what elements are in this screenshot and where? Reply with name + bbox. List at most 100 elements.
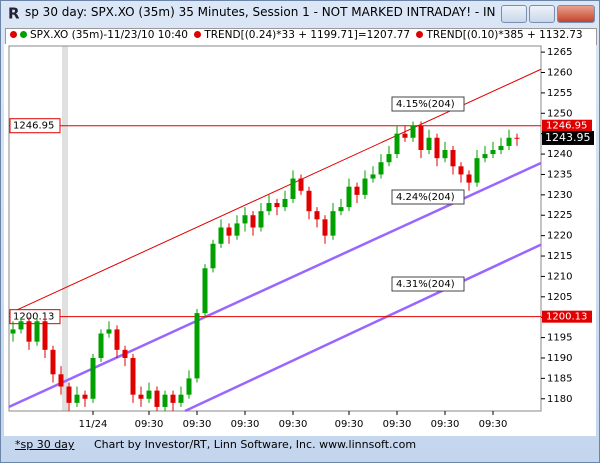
candle-body	[274, 203, 280, 208]
x-tick-label: 09:30	[279, 419, 308, 430]
trend-line	[184, 243, 542, 413]
app-icon: R	[8, 5, 20, 23]
y-tick-label: 1225	[547, 210, 572, 221]
candle-body	[154, 390, 160, 407]
candle-body	[306, 190, 312, 212]
y-tick-label: 1210	[547, 271, 572, 282]
candle-body	[10, 329, 16, 334]
candle-body	[402, 133, 408, 138]
y-tick-label: 1265	[547, 47, 572, 58]
candle-body	[450, 149, 456, 167]
candle-body	[74, 394, 80, 403]
candle-body	[490, 149, 496, 155]
level-tag-label: 1246.95	[546, 121, 587, 132]
y-tick-label: 1260	[547, 68, 572, 79]
candle-body	[138, 394, 144, 399]
minimize-button[interactable]	[501, 5, 527, 23]
footer-text: Chart by Investor/RT, Linn Software, Inc…	[93, 438, 417, 451]
candle-body	[378, 162, 384, 175]
candle-body	[218, 227, 224, 244]
candle-body	[498, 145, 504, 150]
level-tag	[542, 310, 592, 323]
y-tick-label: 1240	[547, 149, 572, 160]
x-tick-label: 09:30	[383, 419, 412, 430]
legend-bar: SPX.XO (35m)-11/23/10 10:40 TREND[(0.24)…	[5, 28, 597, 45]
annotation-box	[391, 189, 465, 205]
candle-body	[66, 386, 72, 403]
candle-body	[466, 174, 472, 183]
candle-body	[210, 243, 216, 269]
y-tick-label: 1190	[547, 353, 572, 364]
candle-body	[122, 349, 128, 358]
candle-body	[426, 137, 432, 150]
candle-body	[298, 178, 304, 191]
level-tag-label: 1200.13	[546, 312, 587, 323]
candle-body	[146, 390, 152, 399]
candle-body	[386, 154, 392, 163]
candle-body	[18, 321, 24, 330]
candle-body	[34, 321, 40, 342]
candle-body	[394, 133, 400, 155]
close-button[interactable]	[557, 5, 595, 23]
annotation-box	[391, 96, 465, 112]
candle-body	[354, 186, 360, 195]
candle-body	[370, 174, 376, 179]
candle-body	[314, 211, 320, 220]
annotation: 4.31%(204)	[396, 279, 455, 290]
level-label: 1246.95	[13, 121, 54, 132]
candle-body	[106, 329, 112, 334]
x-tick-label: 09:30	[431, 419, 460, 430]
y-tick-label: 1185	[547, 373, 572, 384]
level-label: 1200.13	[13, 312, 54, 323]
candle-body	[42, 321, 48, 350]
candle-body	[50, 349, 56, 375]
svg-text:R: R	[8, 5, 20, 23]
maximize-button[interactable]	[529, 5, 555, 23]
candle-body	[250, 215, 256, 228]
y-tick-label: 1230	[547, 190, 572, 201]
candle-body	[98, 333, 104, 358]
candle-body	[514, 137, 520, 139]
x-tick-label: 09:30	[183, 419, 212, 430]
x-tick-label: 11/24	[79, 419, 108, 430]
last-price-tag	[542, 130, 594, 145]
plot-frame	[8, 45, 542, 412]
tab[interactable]: *sp 30 day	[15, 438, 75, 451]
candle-body	[410, 125, 416, 138]
candle-body	[482, 154, 488, 159]
candle-body	[130, 357, 136, 395]
level-tag	[542, 119, 592, 132]
candle-body	[474, 158, 480, 183]
annotation: 4.24%(204)	[396, 192, 455, 203]
candle-body	[226, 227, 232, 236]
candle-body	[282, 198, 288, 208]
candle-body	[26, 321, 32, 342]
candle-body	[434, 137, 440, 159]
legend-trend: TREND[(0.24)*33 + 1199.71]=1207.77	[204, 29, 411, 41]
y-tick-label: 1220	[547, 231, 572, 242]
last-price-label: 1243.95	[545, 131, 591, 144]
legend-trend: TREND[(0.10)*385 + 1132.73	[426, 29, 583, 41]
candle-body	[186, 378, 192, 395]
candle-body	[458, 166, 464, 175]
candle-body	[330, 211, 336, 236]
y-tick-label: 1180	[547, 394, 572, 405]
title-bar: R sp 30 day: SPX.XO (35m) 35 Minutes, Se…	[1, 1, 599, 25]
candle-body	[82, 394, 88, 399]
candle-body	[162, 394, 168, 407]
footer: *sp 30 day Chart by Investor/RT, Linn So…	[5, 438, 595, 458]
candle-body	[442, 149, 448, 159]
candle-body	[346, 186, 352, 208]
candle-body	[418, 125, 424, 150]
y-tick-label: 1205	[547, 292, 572, 303]
candle-body	[266, 203, 272, 212]
y-tick-label: 1250	[547, 108, 572, 119]
legend-instrument: SPX.XO (35m)-11/23/10 10:40	[30, 29, 188, 41]
x-tick-label: 09:30	[479, 419, 508, 430]
y-tick-label: 1215	[547, 251, 572, 262]
window-title: sp 30 day: SPX.XO (35m) 35 Minutes, Sess…	[25, 5, 495, 19]
y-tick-label: 1255	[547, 88, 572, 99]
session-marker	[62, 46, 68, 411]
candle-body	[506, 137, 512, 146]
